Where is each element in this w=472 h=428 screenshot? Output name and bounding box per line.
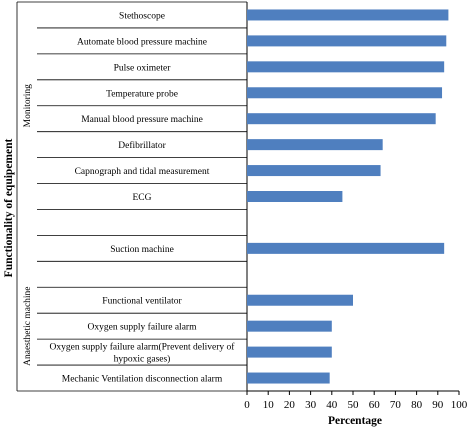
x-tick-label: 0	[244, 399, 250, 411]
bar	[247, 113, 436, 125]
category-label: Oxygen supply failure alarm	[88, 322, 198, 333]
category-label: Defibrillator	[118, 140, 166, 151]
x-tick-label: 50	[348, 399, 360, 411]
bars	[247, 9, 449, 384]
bar	[247, 191, 343, 202]
group-label: Monitoring	[23, 84, 33, 128]
category-label: Oxygen supply failure alarm(Prevent deli…	[50, 342, 236, 365]
category-label: Temperature probe	[106, 89, 178, 99]
x-tick-label: 40	[326, 399, 338, 411]
y-axis-title: Functionality of equipement	[3, 139, 15, 278]
x-tick-labels: 0 10 20 30 40 50 60 70 80 90 100	[244, 399, 468, 411]
category-label: Manual blood pressure machine	[81, 115, 203, 125]
axes	[16, 1, 460, 395]
x-tick-label: 60	[369, 399, 381, 411]
bar	[247, 165, 381, 177]
x-tick-label: 10	[263, 399, 275, 411]
category-label: ECG	[133, 193, 152, 203]
bar	[247, 320, 332, 332]
bar	[247, 61, 445, 73]
group-label: Anaesthetic machine	[23, 286, 33, 365]
bar	[247, 139, 383, 151]
category-labels: Stethoscope Automate blood pressure machi…	[50, 11, 236, 384]
category-label: Functional ventilator	[102, 297, 182, 307]
category-label: Stethoscope	[119, 11, 165, 21]
bar	[247, 372, 330, 384]
x-tick-label: 30	[305, 399, 317, 411]
bar	[247, 294, 353, 306]
category-label: Capnograph and tidal measurement	[75, 167, 210, 177]
group-labels: Monitoring Anaesthetic machine	[23, 84, 33, 366]
x-tick-label: 100	[451, 399, 468, 411]
bar	[247, 346, 332, 358]
bar	[247, 87, 443, 99]
x-tick-label: 70	[390, 399, 402, 411]
bar	[247, 242, 445, 254]
category-label: Pulse oximeter	[114, 63, 172, 73]
category-label: Suction machine	[110, 245, 174, 255]
x-tick-label: 80	[411, 399, 423, 411]
category-label: Automate blood pressure machine	[77, 37, 207, 47]
x-tick-label: 20	[284, 399, 296, 411]
bar	[247, 35, 447, 47]
x-axis-title: Percentage	[328, 415, 382, 427]
category-label: Mechanic Ventilation disconnection alarm	[62, 375, 223, 385]
x-tick-label: 90	[432, 399, 444, 411]
bar	[247, 9, 449, 21]
